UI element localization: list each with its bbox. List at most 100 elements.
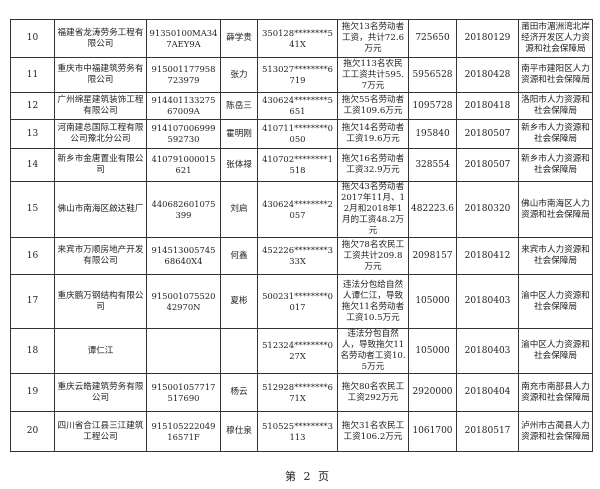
table-row: 17 重庆鹏万钢结构有限公司 91500107552042970N 夏彬 500231*…	[10, 274, 593, 329]
credit-code-cell: 91350100MA347AEY9A	[146, 19, 221, 58]
legal-person-cell: 霍明刚	[220, 119, 258, 149]
date-cell: 20180507	[456, 148, 519, 182]
credit-code-cell: 91451300574568640X4	[146, 237, 221, 275]
date-cell: 20180403	[456, 274, 519, 329]
credit-code-cell: 91500107552042970N	[146, 274, 221, 329]
id-number-cell: 512928********671X	[257, 373, 338, 412]
authority-cell: 佛山市南海区人力资源和社会保障局	[518, 181, 593, 238]
violation-description-cell: 拖欠78名农民工工资共计209.8万元	[337, 237, 409, 275]
company-name-cell: 佛山市南海区啟达鞋厂	[54, 181, 147, 238]
legal-person-cell: 何鑫	[220, 237, 258, 275]
blacklist-table: 10 福建省龙涛劳务工程有限公司 91350100MA347AEY9A 薛学贵 3501…	[10, 19, 593, 452]
legal-person-cell: 陈岳三	[220, 92, 258, 120]
violation-description-cell: 违法分包自然人，导致拖欠11名劳动者工资10.5万元	[337, 328, 409, 374]
credit-code-cell: 915001057717517690	[146, 373, 221, 412]
row-number-cell: 15	[10, 181, 55, 238]
credit-code-cell: 914107006999592730	[146, 119, 221, 149]
date-cell: 20180428	[456, 57, 519, 93]
row-number-cell: 18	[10, 328, 55, 374]
id-number-cell: 510525********3113	[257, 411, 338, 452]
table-row: 13 河南建总国际工程有限公司豫北分公司 914107006999592730 霍明刚…	[10, 119, 593, 149]
amount-cell: 1061700	[408, 411, 457, 452]
amount-cell: 195840	[408, 119, 457, 149]
row-number-cell: 19	[10, 373, 55, 412]
legal-person-cell: 张力	[220, 57, 258, 93]
table-row: 18 谭仁江 512324********027X 违法分包自然人，导致拖欠11名劳动…	[10, 328, 593, 374]
violation-description-cell: 拖欠55名劳动者工资109.6万元	[337, 92, 409, 120]
date-cell: 20180517	[456, 411, 519, 452]
authority-cell: 渝中区人力资源和社会保障局	[518, 328, 593, 374]
date-cell: 20180418	[456, 92, 519, 120]
amount-cell: 105000	[408, 328, 457, 374]
company-name-cell: 重庆鹏万钢结构有限公司	[54, 274, 147, 329]
legal-person-cell	[220, 328, 258, 374]
authority-cell: 新乡市人力资源和社会保障局	[518, 119, 593, 149]
table-row: 16 来宾市万顺房地产开发有限公司 91451300574568640X4 何鑫 452…	[10, 237, 593, 275]
date-cell: 20180403	[456, 328, 519, 374]
table-row: 14 新乡市金唐置业有限公司 410791000015621 张体禄 410702***…	[10, 148, 593, 182]
amount-cell: 105000	[408, 274, 457, 329]
table-row: 11 重庆市中福建筑劳务有限公司 915001177958723979 张力 51302…	[10, 57, 593, 93]
authority-cell: 泸州市古蔺县人力资源和社会保障局	[518, 411, 593, 452]
row-number-cell: 13	[10, 119, 55, 149]
date-cell: 20180320	[456, 181, 519, 238]
credit-code-cell: 91510522204916571F	[146, 411, 221, 452]
row-number-cell: 17	[10, 274, 55, 329]
authority-cell: 来宾市人力资源和社会保障局	[518, 237, 593, 275]
violation-description-cell: 拖欠113名农民工工资共计595.7万元	[337, 57, 409, 93]
id-number-cell: 410711********0050	[257, 119, 338, 149]
credit-code-cell	[146, 328, 221, 374]
row-number-cell: 20	[10, 411, 55, 452]
table-row: 19 重庆云皓建筑劳务有限公司 915001057717517690 杨云 512928…	[10, 373, 593, 412]
violation-description-cell: 拖欠31名农民工工资106.2万元	[337, 411, 409, 452]
date-cell: 20180412	[456, 237, 519, 275]
authority-cell: 南充市南部县人力资源和社会保障局	[518, 373, 593, 412]
company-name-cell: 来宾市万顺房地产开发有限公司	[54, 237, 147, 275]
violation-description-cell: 拖欠16名劳动者工资32.9万元	[337, 148, 409, 182]
amount-cell: 725650	[408, 19, 457, 58]
amount-cell: 1095728	[408, 92, 457, 120]
table-row: 15 佛山市南海区啟达鞋厂 440682601075399 刘启 430624*****…	[10, 181, 593, 238]
legal-person-cell: 刘启	[220, 181, 258, 238]
legal-person-cell: 穆仕泉	[220, 411, 258, 452]
credit-code-cell: 440682601075399	[146, 181, 221, 238]
company-name-cell: 福建省龙涛劳务工程有限公司	[54, 19, 147, 58]
credit-code-cell: 91440113327567009A	[146, 92, 221, 120]
legal-person-cell: 薛学贵	[220, 19, 258, 58]
id-number-cell: 513027********6719	[257, 57, 338, 93]
id-number-cell: 512324********027X	[257, 328, 338, 374]
date-cell: 20180129	[456, 19, 519, 58]
table-row: 12 广州绵星建筑装饰工程有限公司 91440113327567009A 陈岳三 430…	[10, 92, 593, 120]
row-number-cell: 16	[10, 237, 55, 275]
amount-cell: 2920000	[408, 373, 457, 412]
violation-description-cell: 违法分包给自然人谭仁江，导致拖欠11名劳动者工资10.5万元	[337, 274, 409, 329]
violation-description-cell: 拖欠80名农民工工资292万元	[337, 373, 409, 412]
row-number-cell: 11	[10, 57, 55, 93]
credit-code-cell: 410791000015621	[146, 148, 221, 182]
id-number-cell: 350128********541X	[257, 19, 338, 58]
id-number-cell: 452226********333X	[257, 237, 338, 275]
company-name-cell: 河南建总国际工程有限公司豫北分公司	[54, 119, 147, 149]
table-row: 20 四川省合江县三江建筑工程公司 91510522204916571F 穆仕泉 510…	[10, 411, 593, 452]
amount-cell: 328554	[408, 148, 457, 182]
page-number: 第 2 页	[285, 470, 331, 483]
amount-cell: 482223.6	[408, 181, 457, 238]
id-number-cell: 430624********5651	[257, 92, 338, 120]
company-name-cell: 新乡市金唐置业有限公司	[54, 148, 147, 182]
company-name-cell: 重庆云皓建筑劳务有限公司	[54, 373, 147, 412]
row-number-cell: 12	[10, 92, 55, 120]
violation-description-cell: 拖欠43名劳动者2017年11月、12月和2018年1月的工资48.2万元	[337, 181, 409, 238]
id-number-cell: 500231********0017	[257, 274, 338, 329]
legal-person-cell: 夏彬	[220, 274, 258, 329]
date-cell: 20180404	[456, 373, 519, 412]
row-number-cell: 10	[10, 19, 55, 58]
authority-cell: 新乡市人力资源和社会保障局	[518, 148, 593, 182]
authority-cell: 南平市建阳区人力资源和社会保障局	[518, 57, 593, 93]
id-number-cell: 410702********1518	[257, 148, 338, 182]
authority-cell: 渝中区人力资源和社会保障局	[518, 274, 593, 329]
amount-cell: 2098157	[408, 237, 457, 275]
violation-description-cell: 拖欠13名劳动者工资，共计72.6万元	[337, 19, 409, 58]
table-row: 10 福建省龙涛劳务工程有限公司 91350100MA347AEY9A 薛学贵 3501…	[10, 19, 593, 58]
company-name-cell: 四川省合江县三江建筑工程公司	[54, 411, 147, 452]
amount-cell: 5956528	[408, 57, 457, 93]
